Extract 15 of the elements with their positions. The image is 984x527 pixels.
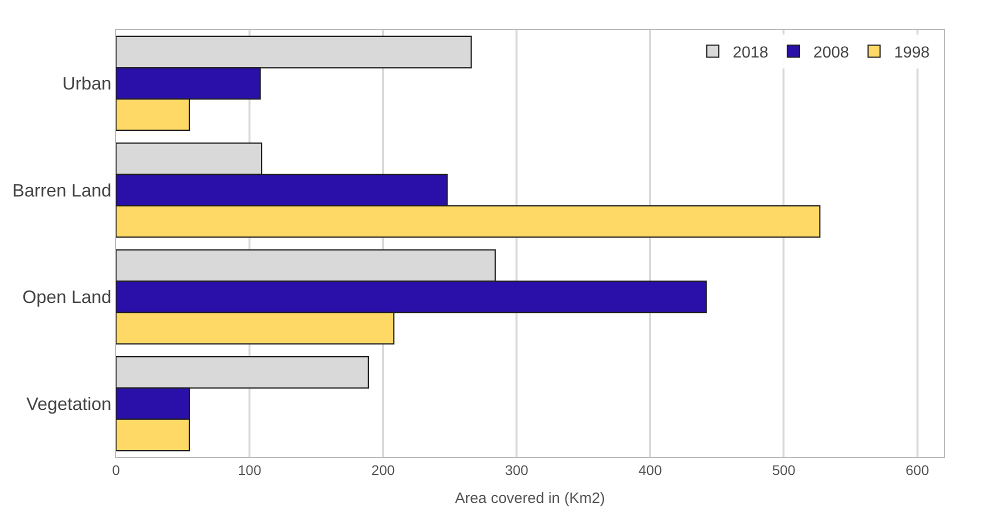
x-tick-label: 300	[504, 462, 529, 478]
legend-label: 1998	[894, 44, 930, 62]
y-tick-label: Barren Land	[12, 180, 112, 200]
x-tick-label: 400	[638, 462, 662, 478]
y-tick-label: Vegetation	[26, 394, 112, 414]
x-tick-label: 500	[772, 462, 796, 478]
x-tick-label: 0	[112, 462, 120, 478]
legend-label: 2008	[813, 44, 850, 62]
x-tick-label: 200	[371, 462, 395, 478]
x-tick-label: 600	[906, 462, 930, 478]
y-tick-label: Open Land	[22, 287, 112, 308]
x-tick-label: 100	[238, 462, 262, 478]
x-axis-title: Area covered in (Km2)	[454, 490, 606, 507]
y-tick-label: Urban	[62, 74, 112, 94]
legend-label: 2018	[732, 44, 768, 62]
